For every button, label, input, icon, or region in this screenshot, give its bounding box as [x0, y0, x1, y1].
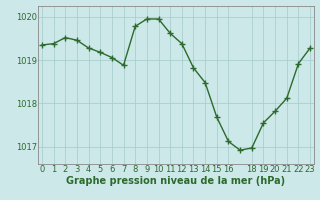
X-axis label: Graphe pression niveau de la mer (hPa): Graphe pression niveau de la mer (hPa) — [67, 176, 285, 186]
